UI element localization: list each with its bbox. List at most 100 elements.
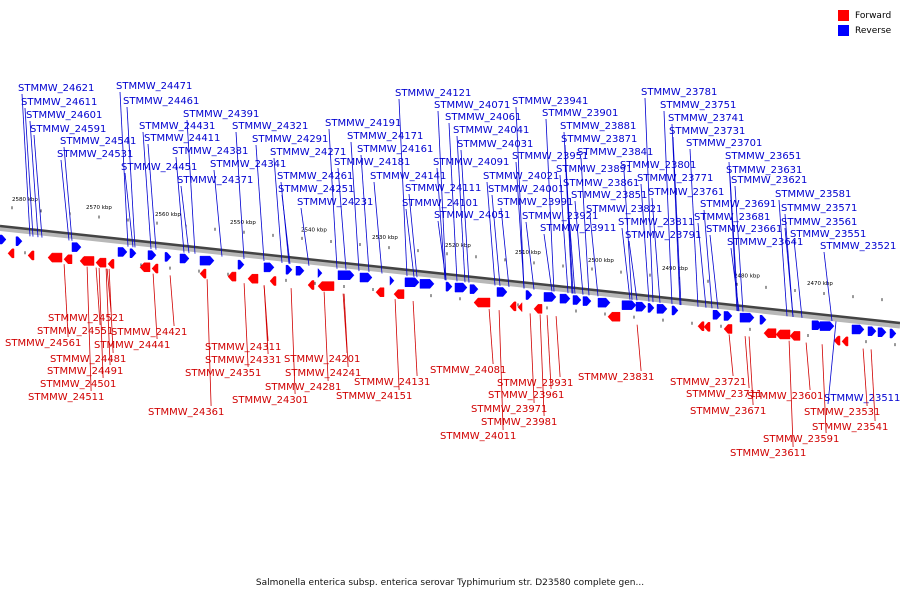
gene-leader-line [437, 110, 447, 281]
reverse-gene-arrow [582, 296, 592, 306]
gene-leader-line [337, 167, 347, 270]
gene-label: STMMW_23981 [481, 417, 557, 428]
gene-leader-line [545, 118, 555, 292]
gene-leader-line [60, 159, 70, 241]
gene-leader-line [281, 194, 291, 264]
gene-label: STMMW_23631 [726, 165, 802, 176]
forward-gene-arrow [393, 289, 405, 299]
reverse-gene-arrow [559, 293, 571, 304]
ruler-tick-label: 2520 kbp [445, 243, 471, 249]
gene-label: STMMW_24361 [148, 407, 224, 418]
gene-leader-line [408, 193, 418, 278]
gene-leader-line [821, 344, 827, 434]
map-caption: Salmonella enterica subsp. enterica sero… [255, 578, 645, 588]
reverse-gene-arrow [337, 270, 355, 280]
gene-leader-line [827, 321, 837, 405]
forward-gene-arrow [509, 301, 517, 312]
gene-leader-line [24, 107, 34, 237]
gene-leader-line [805, 342, 811, 391]
forward-gene-arrow [375, 287, 385, 297]
gene-label: STMMW_23941 [512, 96, 588, 107]
gene-label: STMMW_24591 [30, 124, 106, 135]
legend-reverse-label: Reverse [855, 25, 892, 36]
gene-leader-line [412, 301, 418, 377]
gene-leader-line [300, 207, 310, 266]
gene-label: STMMW_24461 [123, 96, 199, 107]
gene-label: STMMW_23551 [790, 229, 866, 240]
gene-leader-line [63, 264, 69, 338]
reverse-gene-arrow [889, 328, 897, 339]
gene-label: STMMW_23701 [686, 138, 762, 149]
gene-leader-line [108, 268, 114, 354]
forward-gene-arrow [789, 331, 801, 341]
gene-leader-line [539, 314, 545, 417]
forward-gene-arrow [27, 250, 35, 261]
forward-gene-arrow [7, 248, 15, 259]
gene-label: STMMW_24051 [434, 210, 510, 221]
gene-label: STMMW_23691 [700, 199, 776, 210]
gene-leader-line [119, 91, 129, 247]
forward-gene-arrow [697, 321, 705, 331]
gene-leader-line [98, 267, 104, 379]
gene-label: STMMW_24101 [402, 198, 478, 209]
reverse-gene-arrow [723, 311, 733, 321]
gene-label: STMMW_23751 [660, 100, 736, 111]
gene-label: STMMW_23831 [578, 372, 654, 383]
gene-label: STMMW_24341 [210, 159, 286, 170]
gene-label: STMMW_24451 [121, 162, 197, 173]
gene-leader-line [360, 154, 370, 273]
gene-leader-line [628, 240, 638, 301]
gene-label: STMMW_24061 [445, 112, 521, 123]
gene-leader-line [644, 97, 654, 303]
forward-gene-arrow [307, 280, 315, 290]
gene-leader-line [525, 221, 535, 290]
gene-leader-line [515, 161, 525, 289]
gene-label: STMMW_24381 [172, 146, 248, 157]
reverse-gene-arrow [263, 262, 275, 273]
gene-leader-line [124, 172, 134, 248]
gene-leader-line [500, 207, 510, 287]
gene-leader-line [448, 122, 458, 282]
gene-label: STMMW_23861 [563, 178, 639, 189]
gene-label: STMMW_23531 [804, 407, 880, 418]
gene-label: STMMW_24611 [21, 97, 97, 108]
gene-label: STMMW_23511 [824, 393, 900, 404]
gene-label: STMMW_24011 [440, 431, 516, 442]
gene-label: STMMW_24001 [488, 184, 564, 195]
gene-leader-line [589, 214, 599, 297]
gene-leader-line [263, 285, 269, 355]
gene-leader-line [186, 119, 196, 254]
gene-label: STMMW_24621 [18, 83, 94, 94]
reverse-gene-arrow [359, 272, 373, 283]
gene-label: STMMW_24291 [252, 134, 328, 145]
gene-label: STMMW_24041 [453, 125, 529, 136]
gene-leader-line [126, 106, 136, 248]
reverse-gene-arrow [877, 327, 887, 337]
gene-leader-line [323, 291, 329, 382]
gene-leader-line [460, 149, 470, 283]
gene-leader-line [86, 266, 92, 392]
forward-gene-arrow [763, 328, 777, 338]
genome-backbone [0, 224, 900, 329]
gene-label: STMMW_24421 [111, 327, 187, 338]
gene-leader-line [350, 141, 360, 272]
gene-label: STMMW_24311 [205, 342, 281, 353]
reverse-gene-arrow [525, 290, 533, 300]
gene-leader-line [744, 336, 750, 389]
gene-label: STMMW_23561 [781, 217, 857, 228]
gene-label: STMMW_23601 [747, 391, 823, 402]
gene-label: STMMW_23811 [618, 217, 694, 228]
gene-leader-line [640, 183, 650, 302]
gene-label: STMMW_23891 [556, 164, 632, 175]
forward-gene-arrow [317, 281, 335, 291]
reverse-gene-arrow [389, 275, 395, 286]
forward-gene-arrow [269, 276, 277, 286]
legend-forward-label: Forward [855, 10, 892, 21]
gene-leader-line [580, 157, 590, 296]
gene-leader-line [152, 273, 158, 340]
reverse-gene-arrow [317, 267, 323, 279]
reverse-gene-arrow [496, 287, 508, 297]
gene-label: STMMW_23711 [686, 389, 762, 400]
reverse-gene-arrow [419, 279, 435, 289]
